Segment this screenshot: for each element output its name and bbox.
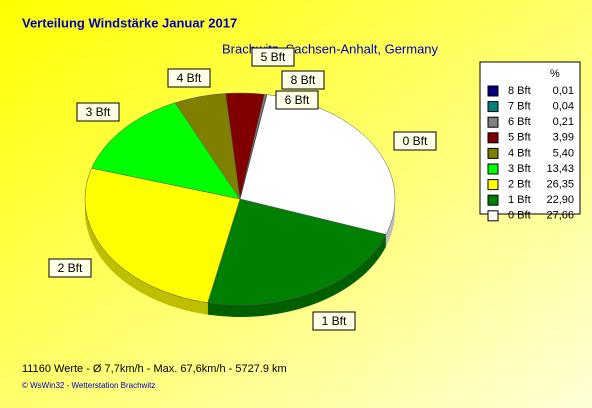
slice-label-box: [76, 102, 120, 122]
legend-value: 5,40: [553, 147, 574, 159]
legend-value: 26,35: [546, 179, 574, 191]
legend-swatch: [487, 147, 499, 159]
slice-label-box: [275, 90, 319, 110]
footer: 11160 Werte - Ø 7,7km/h - Max. 67,6km/h …: [22, 363, 287, 375]
legend-swatch: [487, 163, 499, 175]
legend-header: %: [550, 68, 560, 80]
pie-slice: [239, 94, 268, 200]
credit: © WsWin32 - Wetterstation Brachwitz: [22, 381, 155, 390]
pie-slice: [91, 102, 241, 200]
slice-label: 4 Bft: [177, 71, 202, 85]
legend-swatch: [487, 132, 499, 144]
legend-value: 13,43: [546, 163, 574, 175]
slice-label-box: [281, 70, 325, 90]
slice-label: 6 Bft: [285, 93, 310, 107]
legend-label: 1 Bft: [508, 194, 531, 206]
slice-label-box: [251, 47, 295, 67]
slice-label-box: [312, 311, 356, 331]
legend-value: 0,01: [553, 85, 574, 97]
legend-swatch: [487, 194, 499, 206]
legend-swatch: [487, 101, 499, 113]
legend-label: 7 Bft: [508, 101, 531, 113]
slice-label: 2 Bft: [58, 261, 83, 275]
slice-label: 3 Bft: [86, 105, 111, 119]
legend-value: 27,66: [546, 210, 574, 222]
legend-value: 0,04: [553, 101, 574, 113]
slice-label: 5 Bft: [261, 50, 286, 64]
legend-label: 4 Bft: [508, 147, 531, 159]
slice-label: 8 Bft: [291, 73, 316, 87]
legend-value: 3,99: [553, 132, 574, 144]
legend-label: 5 Bft: [508, 132, 531, 144]
legend-value: 22,90: [546, 194, 574, 206]
legend-label: 2 Bft: [508, 179, 531, 191]
legend-swatch: [487, 179, 499, 191]
slice-label: 1 Bft: [322, 314, 347, 328]
legend-label: 8 Bft: [508, 85, 531, 97]
legend-swatch: [487, 210, 499, 222]
legend-label: 3 Bft: [508, 163, 531, 175]
slice-label-box: [48, 258, 92, 278]
legend-swatch: [487, 116, 499, 128]
slice-label-box: [393, 131, 437, 151]
slice-label: 0 Bft: [403, 134, 428, 148]
legend-swatch: [487, 85, 499, 97]
legend-label: 6 Bft: [508, 116, 531, 128]
chart-title: Verteilung Windstärke Januar 2017: [22, 15, 237, 30]
slice-label-box: [167, 68, 211, 88]
pie-slice: [207, 198, 387, 306]
pie-slice: [84, 167, 241, 303]
legend-label: 0 Bft: [508, 210, 531, 222]
legend-value: 0,21: [553, 116, 574, 128]
